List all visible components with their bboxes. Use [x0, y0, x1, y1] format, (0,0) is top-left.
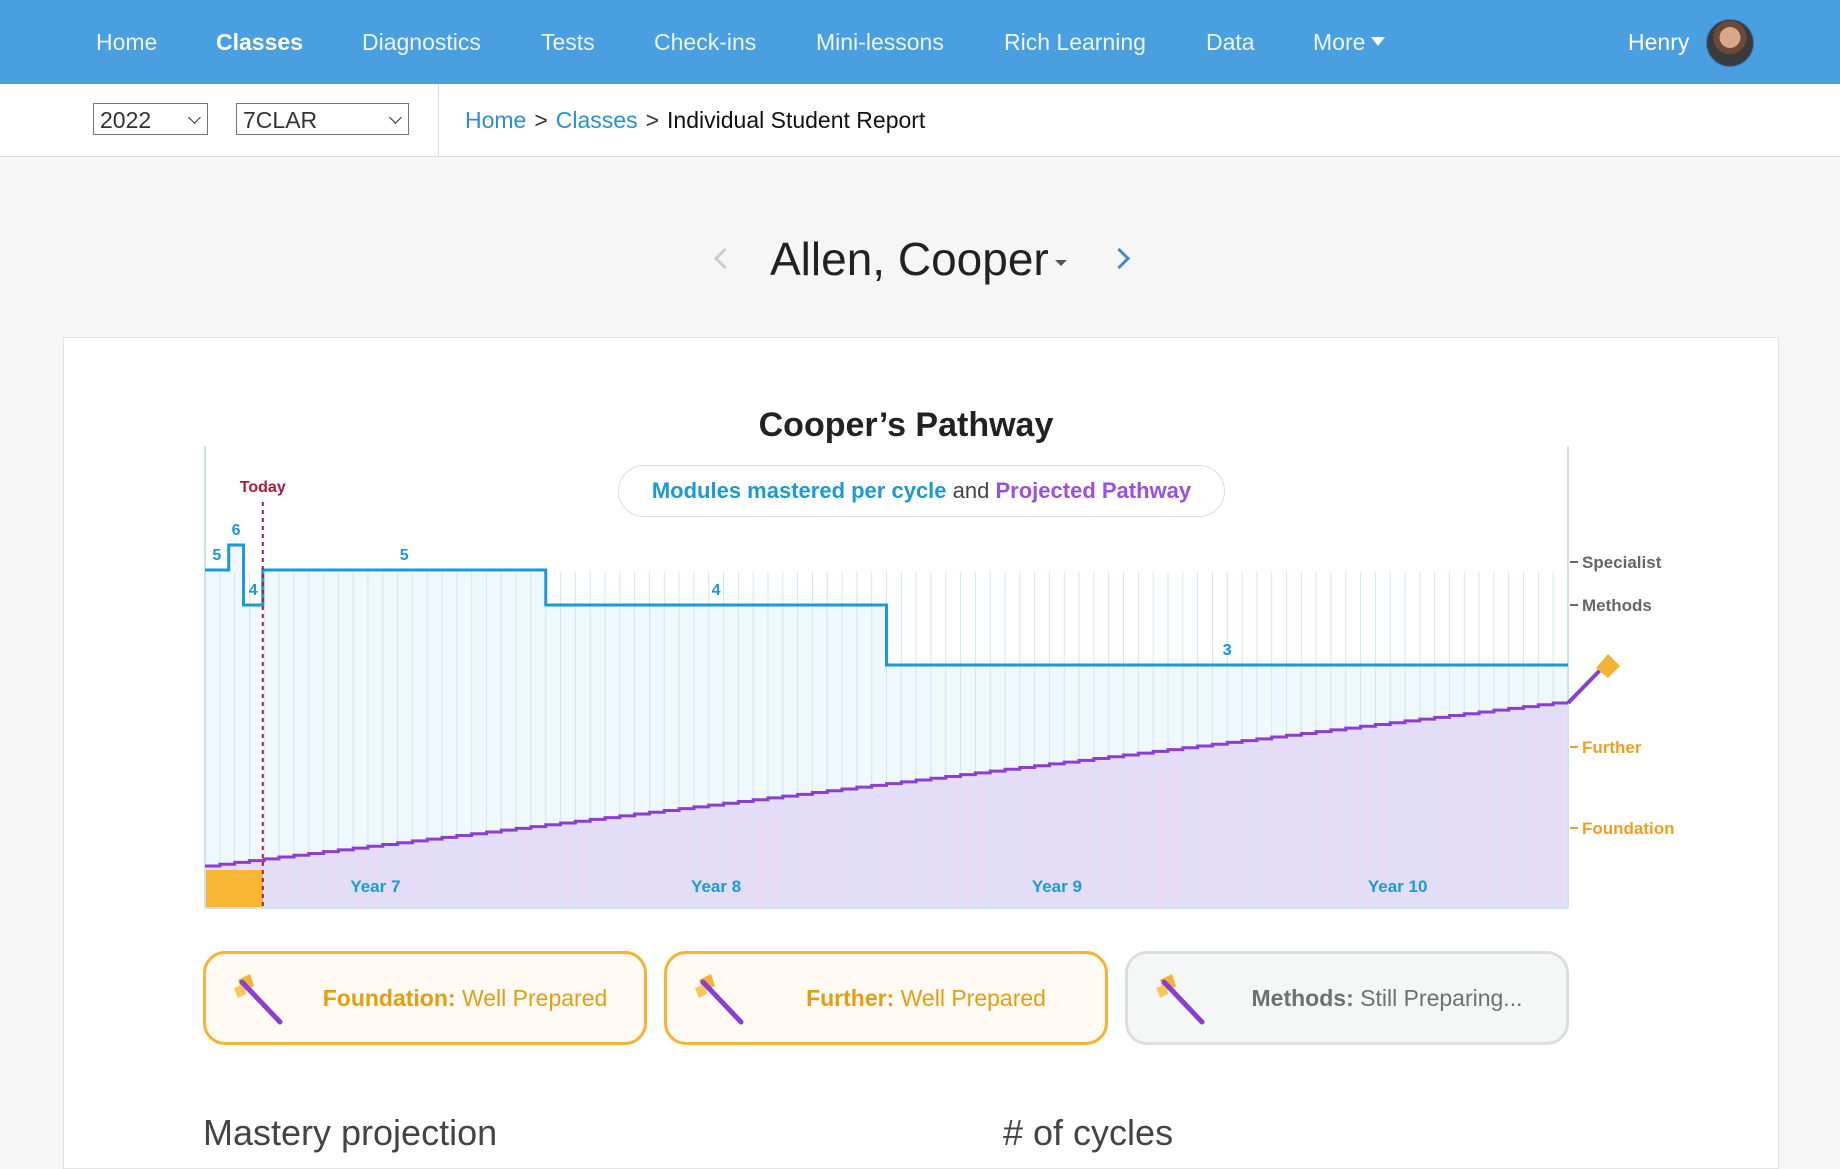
previous-student-icon[interactable]: [713, 247, 736, 270]
right-axis-label: Foundation: [1582, 819, 1675, 838]
breadcrumb-home[interactable]: Home: [465, 107, 527, 133]
modules-value-label: 6: [232, 522, 241, 539]
result-label: Methods:: [1251, 985, 1354, 1011]
nav-classes[interactable]: Classes: [216, 29, 303, 55]
legend-and: and: [952, 478, 990, 503]
breadcrumb: Home > Classes > Individual Student Report: [465, 84, 925, 156]
student-name: Allen, Cooper: [770, 233, 1049, 285]
class-select[interactable]: 7CLAR: [236, 103, 409, 135]
projected-pathway-line: [205, 701, 1568, 868]
right-axis-label: Further: [1582, 738, 1642, 757]
dart-icon: [234, 974, 283, 1025]
nav-rich-learning[interactable]: Rich Learning: [1004, 29, 1146, 55]
year-select[interactable]: 2022: [93, 103, 208, 135]
dart-icon: [695, 974, 744, 1025]
chart-title: Cooper’s Pathway: [758, 406, 1054, 444]
nav-diagnostics[interactable]: Diagnostics: [362, 29, 481, 55]
year-label: Year 7: [350, 877, 400, 896]
breadcrumb-separator: >: [645, 107, 660, 133]
caret-down-icon: [1054, 259, 1067, 266]
section-mastery-projection: Mastery projection: [203, 1112, 498, 1153]
nav-tests[interactable]: Tests: [541, 29, 595, 55]
chevron-down-icon: [188, 111, 201, 124]
filter-bar: 2022 7CLAR Home > Classes > Individual Stude…: [0, 84, 1840, 157]
result-label: Further:: [806, 985, 895, 1011]
right-axis-label: Specialist: [1582, 553, 1662, 572]
modules-value-label: 4: [712, 582, 721, 599]
year-label: Year 10: [1368, 877, 1428, 896]
legend-modules: Modules mastered per cycle: [651, 478, 947, 503]
breadcrumb-classes[interactable]: Classes: [555, 107, 638, 133]
divider: [438, 84, 439, 156]
right-axis-label: Methods: [1582, 596, 1652, 615]
user-name[interactable]: Henry: [1628, 29, 1690, 55]
result-status: Well Prepared: [900, 985, 1046, 1011]
result-label: Foundation:: [322, 985, 456, 1011]
avatar[interactable]: [1706, 19, 1754, 67]
dart-icon: [1156, 974, 1205, 1025]
modules-value-label: 5: [212, 547, 221, 564]
result-status: Still Preparing...: [1360, 985, 1523, 1011]
nav-more-label: More: [1313, 29, 1366, 55]
student-selector[interactable]: Allen, Cooper: [770, 232, 1067, 286]
nav-data[interactable]: Data: [1206, 29, 1255, 55]
nav-check-ins[interactable]: Check-ins: [654, 29, 757, 55]
breadcrumb-separator: >: [534, 107, 548, 133]
modules-value-label: 5: [400, 547, 409, 564]
modules-value-label: 3: [1223, 642, 1232, 659]
section-cycles: # of cycles: [1003, 1112, 1174, 1153]
result-methods[interactable]: Methods: Still Preparing...: [1125, 951, 1569, 1045]
nav-home[interactable]: Home: [96, 29, 158, 55]
chevron-down-icon: [389, 111, 402, 124]
year-label: Year 8: [691, 877, 741, 896]
nav-more[interactable]: More: [1313, 0, 1386, 84]
achieved-block: [205, 870, 263, 908]
breadcrumb-current: Individual Student Report: [667, 107, 926, 133]
legend-projected: Projected Pathway: [995, 478, 1192, 503]
modules-value-label: 3: [1223, 642, 1232, 659]
top-nav: Home Classes Diagnostics Tests Check-ins…: [0, 0, 1840, 84]
next-student-icon[interactable]: [1108, 247, 1131, 270]
result-foundation[interactable]: Foundation: Well Prepared: [203, 951, 647, 1045]
modules-value-label: 4: [249, 582, 258, 599]
class-select-value: 7CLAR: [243, 107, 318, 133]
today-label: Today: [240, 479, 286, 496]
year-select-value: 2022: [100, 107, 152, 133]
modules-step-line: [205, 543, 1568, 667]
projection-dart-flight: [1596, 654, 1620, 678]
result-status: Well Prepared: [461, 985, 608, 1011]
result-further[interactable]: Further: Well Prepared: [664, 951, 1108, 1045]
chart-legend: Modules mastered per cycle and Projected…: [618, 465, 1225, 517]
year-label: Year 9: [1032, 877, 1082, 896]
nav-mini-lessons[interactable]: Mini-lessons: [816, 29, 944, 55]
chevron-down-icon: [1371, 37, 1386, 47]
